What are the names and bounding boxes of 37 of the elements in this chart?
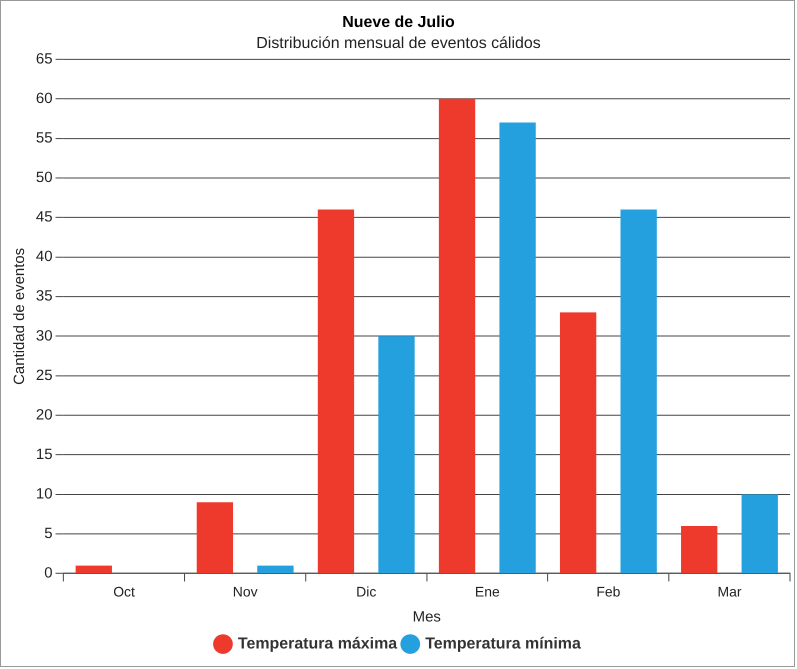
y-tick-label: 35 xyxy=(36,288,53,305)
y-tick-label: 65 xyxy=(36,50,53,68)
y-tick-label: 0 xyxy=(44,564,53,582)
y-tick-label: 60 xyxy=(36,90,53,107)
y-tick-label: 55 xyxy=(36,129,53,146)
bar xyxy=(196,502,234,573)
chart-title: Nueve de Julio xyxy=(342,14,456,31)
bar xyxy=(742,494,778,573)
y-tick-label: 50 xyxy=(36,169,53,186)
y-tick-label: 10 xyxy=(36,485,53,502)
x-axis-title: Mes xyxy=(412,608,441,626)
x-tick-label: Nov xyxy=(232,584,258,600)
bar xyxy=(681,526,718,573)
x-tick-label: Ene xyxy=(474,584,500,600)
bar xyxy=(499,122,536,573)
bar xyxy=(257,566,294,573)
x-tick-label: Oct xyxy=(113,584,136,600)
y-tick-label: 20 xyxy=(36,406,53,424)
legend-label: Temperatura máxima xyxy=(238,635,398,652)
bar xyxy=(318,210,354,573)
y-tick-label: 40 xyxy=(36,248,53,266)
y-tick-label: 25 xyxy=(36,366,53,384)
bar xyxy=(560,312,596,573)
y-tick-label: 45 xyxy=(36,208,53,226)
bar xyxy=(378,336,415,573)
x-tick-label: Mar xyxy=(717,584,742,600)
legend-label: Temperatura mínima xyxy=(425,635,581,652)
y-tick-label: 15 xyxy=(36,446,53,463)
bar xyxy=(438,98,476,573)
y-axis-title: Cantidad de eventos xyxy=(11,248,28,385)
x-tick-label: Feb xyxy=(596,584,621,600)
chart-subtitle: Distribución mensual de eventos cálidos xyxy=(256,35,541,52)
x-tick-label: Dic xyxy=(356,584,376,600)
bar xyxy=(76,566,112,573)
y-tick-label: 5 xyxy=(44,525,53,542)
bar xyxy=(620,210,657,573)
y-tick-label: 30 xyxy=(36,327,53,344)
